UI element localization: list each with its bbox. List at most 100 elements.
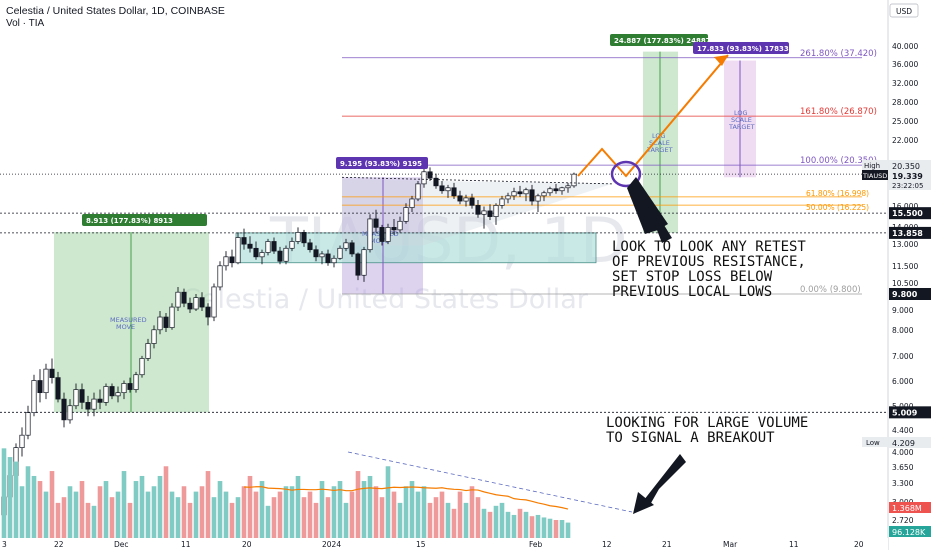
volume-bar [211,497,217,548]
volume-bar [385,466,391,548]
candle-body [55,377,61,400]
volume-series [1,448,633,548]
fib-label: 100.00% (20.350) [800,156,877,166]
candle-body [535,195,541,202]
low-label: Low [866,439,880,447]
measure-label: MEASURED [110,316,147,324]
symbol-tag [862,170,888,180]
drawing-tools: 8.913 (177.83%) 8913 9.195 (93.83%) 9195 2… [82,34,789,514]
price-tick: 40.000 [892,42,918,51]
volume-bar [493,505,499,548]
symbol-label: TIAUSD [862,172,887,180]
candle-body [379,227,385,242]
price-tick: 13.000 [892,240,918,249]
candle-body [295,232,301,242]
volume-ma-line [243,486,569,510]
candle-body [61,398,67,421]
candle-body [361,249,367,276]
candle-body [517,191,523,195]
candle-body [241,237,247,245]
price-marker [889,287,931,300]
volume-bar [487,511,493,548]
candle-body [505,195,511,200]
time-tick: Feb [529,540,543,549]
candle-body [103,386,109,403]
projection-path [577,54,729,178]
volume-bar [259,481,265,548]
volume-bar [367,475,373,548]
candle-body [397,220,403,231]
target-label: SCALE [649,139,670,147]
time-axis-bg [0,538,888,550]
price-tick: 36.000 [892,60,918,69]
price-tick: 32.000 [892,79,918,88]
volume-bar [13,461,19,548]
candle-body [313,249,319,258]
fib-label: 161.80% (26.870) [800,107,877,117]
volume-arrowhead [633,492,654,514]
candle-body [163,316,169,328]
candle-body [409,198,415,208]
time-tick: 20 [242,540,252,549]
price-marker-text: 13.858 [892,229,923,238]
volume-bar [439,491,445,548]
candle-body [319,253,325,258]
candle-body [157,316,163,331]
volume-bar [469,486,475,548]
volume-bar [151,486,157,548]
candle-body [343,242,349,249]
target-label: TARGET [646,146,673,154]
candle-body [109,386,115,397]
volume-bar [79,481,85,548]
volume-bar [103,481,109,548]
candle-body [427,171,433,179]
volume-bar [529,516,535,548]
volume-bar [73,491,79,548]
volume-bar [451,508,457,548]
price-marker-text: 5.009 [892,408,918,417]
volume-bar [403,486,409,548]
volume-bar [445,502,451,548]
volume-bar [265,505,271,548]
low-tag [862,437,888,447]
volume-bar [277,491,283,548]
candle-body [457,195,463,202]
time-axis: 22 Dec 11 20 2024 15 Feb 12 21 Mar 11 20 3 [0,538,888,550]
volume-bar [373,486,379,548]
volume-bar [349,491,355,548]
time-tick: 12 [602,540,612,549]
candle-body [151,329,157,344]
candle-body [541,192,547,197]
volume-bar [535,514,541,548]
projection-arrowhead [714,55,728,67]
volume-bar [7,457,13,548]
fib-label: 61.80% (16.998) [806,189,869,198]
candle-body [571,173,577,187]
time-tick: 11 [181,540,191,549]
time-tick: Mar [723,540,738,549]
candle-body [205,306,211,318]
price-tick: 3.650 [892,463,914,472]
volume-bar [355,471,361,548]
candle-body [433,177,439,187]
last-price-value: 19.339 [892,172,923,181]
time-tick: 22 [54,540,64,549]
price-axis: USD 40.000 36.000 32.000 28.000 25.000 22.000 2… [862,0,932,550]
volume-bar [217,481,223,548]
price-tick: 7.000 [892,352,914,361]
volume-bar [409,481,415,548]
candle-body [127,383,133,390]
target-label: LOG [734,109,748,117]
volume-bar [553,520,559,548]
candle-body [559,187,565,192]
volume-bar [109,497,115,548]
volume-bar [31,475,37,548]
candle-body [247,243,253,249]
candle-body [259,252,265,258]
candle-body [145,343,151,359]
retest-circle [610,160,642,188]
volume-trendline [347,451,633,513]
candle-body [415,183,421,200]
price-marker-text: 15.500 [892,209,923,218]
